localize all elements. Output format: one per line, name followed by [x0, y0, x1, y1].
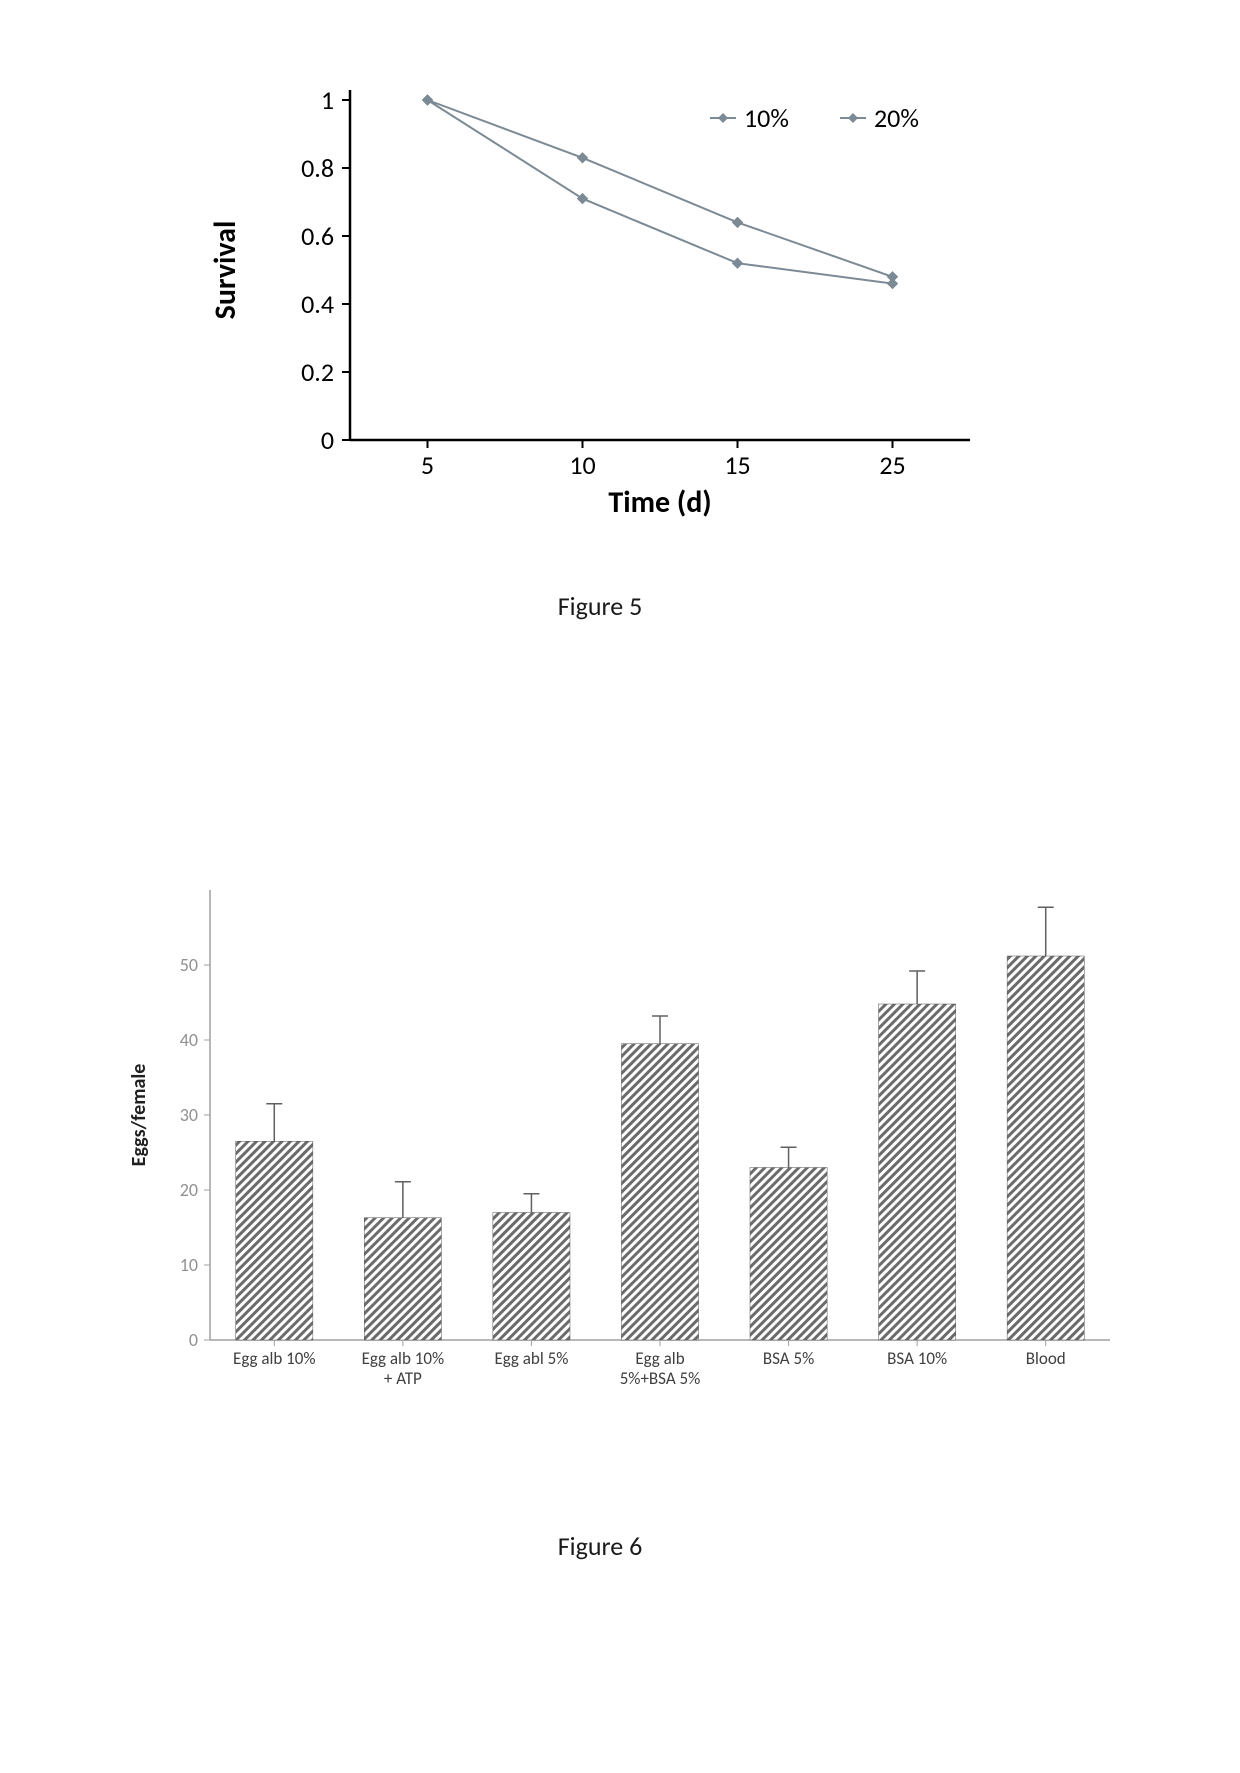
figure-6-caption: Figure 6 — [558, 1530, 643, 1562]
legend-label: 20% — [874, 102, 919, 134]
y-tick-label: 50 — [180, 954, 198, 976]
bar — [879, 1004, 956, 1340]
y-axis-label: Survival — [207, 221, 244, 320]
y-tick-label: 0.2 — [301, 356, 334, 388]
eggs-bar-chart: 0 10 20 30 40 50 Eggs/female Egg alb 10% Egg alb… — [110, 870, 1130, 1430]
legend-label: 10% — [744, 102, 789, 134]
y-tick-label: 20 — [180, 1179, 198, 1201]
x-category-label: BSA 5% — [763, 1348, 814, 1369]
x-category-label: Egg abl 5% — [494, 1348, 568, 1369]
x-category-label: Blood — [1026, 1348, 1066, 1369]
y-tick-label: 10 — [180, 1254, 198, 1276]
bar — [750, 1168, 827, 1341]
bar — [236, 1141, 313, 1340]
x-tick-label: 25 — [879, 449, 905, 481]
y-tick-label: 40 — [180, 1029, 198, 1051]
y-tick-label: 0 — [189, 1329, 198, 1351]
figure-6: 0 10 20 30 40 50 Eggs/female Egg alb 10% Egg alb… — [110, 870, 1130, 1430]
y-tick-label: 1 — [321, 84, 334, 116]
y-tick-label: 0.8 — [301, 152, 334, 184]
bar — [493, 1213, 570, 1341]
figure-5-caption: Figure 5 — [558, 590, 643, 622]
x-tick-label: 10 — [569, 449, 595, 481]
bar — [1007, 956, 1084, 1340]
x-category-label: + ATP — [384, 1368, 422, 1389]
bar — [364, 1218, 441, 1340]
x-category-label: Egg alb — [635, 1348, 684, 1369]
x-tick-label: 5 — [421, 449, 434, 481]
y-tick-label: 0.4 — [301, 288, 334, 320]
x-category-label: BSA 10% — [887, 1348, 947, 1369]
x-axis-label: Time (d) — [608, 484, 711, 520]
x-category-label: Egg alb 10% — [233, 1348, 316, 1369]
y-axis-label: Eggs/female — [127, 1064, 151, 1167]
y-tick-label: 0.6 — [301, 220, 334, 252]
y-tick-label: 0 — [321, 424, 334, 456]
x-category-label: Egg alb 10% — [362, 1348, 445, 1369]
x-tick-label: 15 — [724, 449, 750, 481]
bar — [621, 1044, 698, 1340]
survival-line-chart: 00.20.40.60.815101525SurvivalTime (d)10%… — [190, 80, 1000, 520]
x-category-label: 5%+BSA 5% — [620, 1368, 701, 1389]
figure-5: 00.20.40.60.815101525SurvivalTime (d)10%… — [190, 80, 1000, 520]
y-tick-label: 30 — [180, 1104, 198, 1126]
